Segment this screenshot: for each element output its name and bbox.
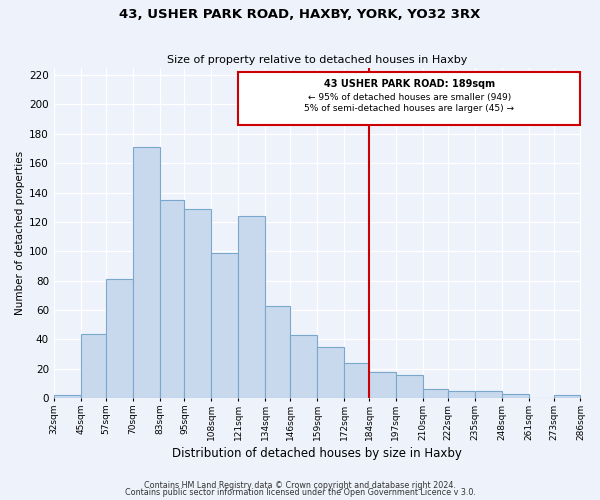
Bar bbox=[396, 374, 423, 398]
Text: Contains HM Land Registry data © Crown copyright and database right 2024.: Contains HM Land Registry data © Crown c… bbox=[144, 480, 456, 490]
Text: 43 USHER PARK ROAD: 189sqm: 43 USHER PARK ROAD: 189sqm bbox=[324, 80, 495, 90]
Bar bbox=[81, 334, 106, 398]
Bar bbox=[344, 363, 369, 398]
Bar bbox=[238, 216, 265, 398]
Bar bbox=[211, 252, 238, 398]
Bar bbox=[554, 395, 580, 398]
Bar bbox=[106, 279, 133, 398]
Title: Size of property relative to detached houses in Haxby: Size of property relative to detached ho… bbox=[167, 56, 467, 66]
Bar bbox=[160, 200, 184, 398]
Bar bbox=[475, 391, 502, 398]
Bar bbox=[290, 335, 317, 398]
FancyBboxPatch shape bbox=[238, 72, 580, 125]
Bar bbox=[502, 394, 529, 398]
Bar bbox=[369, 372, 396, 398]
Text: 43, USHER PARK ROAD, HAXBY, YORK, YO32 3RX: 43, USHER PARK ROAD, HAXBY, YORK, YO32 3… bbox=[119, 8, 481, 20]
Text: 5% of semi-detached houses are larger (45) →: 5% of semi-detached houses are larger (4… bbox=[304, 104, 514, 114]
X-axis label: Distribution of detached houses by size in Haxby: Distribution of detached houses by size … bbox=[172, 447, 462, 460]
Bar bbox=[265, 306, 290, 398]
Text: Contains public sector information licensed under the Open Government Licence v : Contains public sector information licen… bbox=[125, 488, 475, 497]
Bar bbox=[317, 346, 344, 398]
Y-axis label: Number of detached properties: Number of detached properties bbox=[15, 151, 25, 315]
Bar bbox=[54, 395, 81, 398]
Bar bbox=[133, 147, 160, 398]
Bar bbox=[423, 390, 448, 398]
Text: ← 95% of detached houses are smaller (949): ← 95% of detached houses are smaller (94… bbox=[308, 92, 511, 102]
Bar bbox=[448, 391, 475, 398]
Bar bbox=[184, 208, 211, 398]
